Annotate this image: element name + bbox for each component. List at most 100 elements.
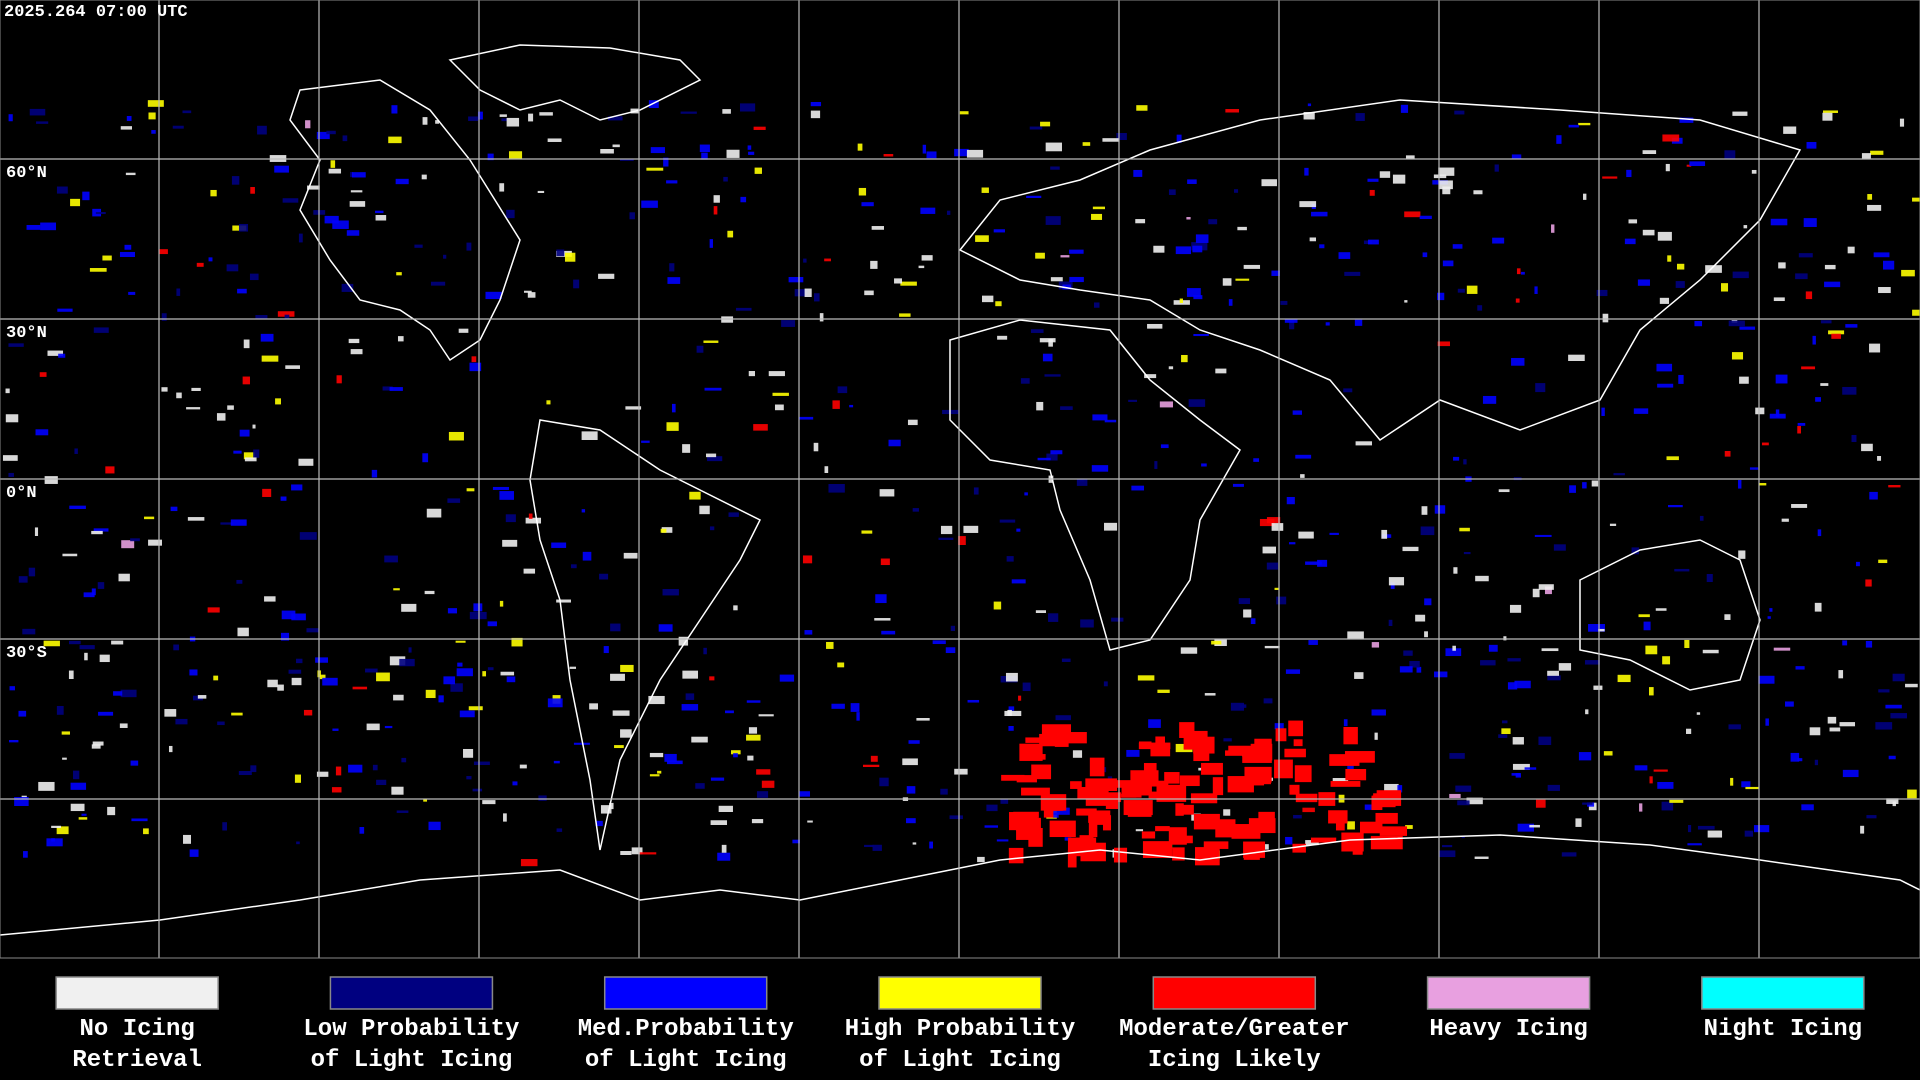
icing-patch: [1141, 831, 1156, 839]
icing-patch: [1157, 689, 1170, 693]
icing-patch: [346, 230, 360, 236]
icing-patch: [1238, 598, 1251, 605]
icing-patch: [1390, 582, 1395, 589]
icing-patch: [538, 795, 547, 801]
icing-patch: [1293, 739, 1303, 747]
icing-patch: [826, 641, 834, 649]
icing-patch: [1809, 727, 1821, 736]
icing-patch: [196, 262, 204, 267]
icing-patch: [260, 333, 274, 342]
icing-patch: [1624, 238, 1636, 245]
icing-patch: [1105, 797, 1119, 809]
icing-patch: [249, 273, 259, 281]
icing-patch: [73, 770, 80, 780]
icing-patch: [348, 338, 360, 344]
icing-patch: [1706, 573, 1713, 583]
icing-patch: [954, 768, 968, 775]
icing-patch: [1355, 113, 1365, 121]
icing-patch: [1050, 166, 1060, 170]
icing-patch: [1147, 323, 1163, 329]
icing-patch: [424, 590, 435, 595]
icing-patch: [1822, 112, 1833, 121]
icing-patch: [422, 453, 429, 463]
icing-patch: [1842, 386, 1857, 395]
icing-patch: [1501, 728, 1511, 735]
icing-patch: [1330, 781, 1361, 787]
icing-patch: [1498, 489, 1510, 493]
icing-patch: [68, 670, 74, 680]
icing-patch: [1405, 825, 1413, 829]
icing-patch: [1026, 195, 1042, 199]
icing-patch: [1477, 305, 1483, 311]
icing-patch: [1190, 793, 1218, 804]
icing-patch: [499, 600, 504, 607]
icing-patch: [1089, 757, 1105, 777]
icing-patch: [315, 657, 328, 663]
icing-patch: [1749, 467, 1759, 470]
icing-patch: [1195, 234, 1209, 243]
icing-patch: [275, 398, 281, 405]
icing-patch: [958, 536, 966, 545]
icing-patch: [298, 233, 303, 243]
icing-patch: [907, 419, 918, 426]
icing-patch: [703, 340, 719, 343]
icing-patch: [1124, 785, 1152, 796]
icing-patch: [1582, 802, 1593, 805]
icing-patch: [1434, 505, 1446, 514]
icing-patch: [414, 244, 423, 248]
icing-patch: [401, 603, 417, 612]
icing-patch: [285, 365, 300, 369]
icing-patch: [1416, 666, 1422, 673]
icing-patch: [1529, 824, 1540, 828]
icing-patch: [1044, 374, 1061, 377]
icing-patch: [1222, 278, 1232, 286]
icing-patch: [1271, 270, 1280, 276]
icing-patch: [422, 117, 428, 125]
icing-patch: [102, 255, 112, 261]
icing-patch: [161, 313, 167, 321]
icing-patch: [748, 151, 755, 155]
icing-patch: [1689, 161, 1706, 167]
icing-patch: [296, 658, 303, 664]
icing-patch: [113, 691, 123, 696]
icing-patch: [236, 579, 243, 584]
icing-patch: [1730, 777, 1734, 786]
icing-patch: [1553, 544, 1566, 551]
icing-patch: [1699, 515, 1704, 521]
icing-patch: [1300, 474, 1305, 478]
icing-patch: [1805, 291, 1813, 300]
icing-patch: [1838, 670, 1844, 679]
icing-patch: [864, 844, 874, 848]
icing-patch: [1208, 219, 1218, 225]
legend-label: of Light Icing: [585, 1047, 787, 1074]
icing-patch: [299, 532, 317, 540]
icing-patch: [130, 760, 139, 766]
icing-patch: [625, 406, 642, 410]
icing-patch: [600, 805, 612, 814]
icing-patch: [1310, 837, 1337, 843]
icing-patch: [1228, 299, 1233, 306]
icing-patch: [468, 706, 483, 711]
icing-patch: [709, 676, 715, 681]
icing-patch: [350, 172, 354, 178]
icing-patch: [1230, 702, 1245, 711]
icing-patch: [267, 679, 278, 688]
icing-patch: [1155, 736, 1165, 748]
icing-patch: [393, 588, 400, 591]
icing-patch: [1617, 674, 1631, 683]
icing-patch: [1303, 112, 1315, 120]
icing-patch: [646, 167, 664, 171]
icing-patch: [1507, 658, 1521, 662]
icing-patch: [384, 725, 393, 729]
icing-patch: [556, 828, 563, 832]
icing-patch: [1453, 456, 1460, 461]
icing-patch: [187, 517, 205, 521]
icing-patch: [1405, 155, 1415, 159]
icing-patch: [43, 640, 60, 647]
icing-patch: [523, 568, 536, 574]
legend-label: Icing Likely: [1148, 1047, 1321, 1074]
icing-patch: [527, 292, 536, 298]
icing-patch: [997, 335, 1008, 340]
icing-patch: [1193, 736, 1215, 754]
